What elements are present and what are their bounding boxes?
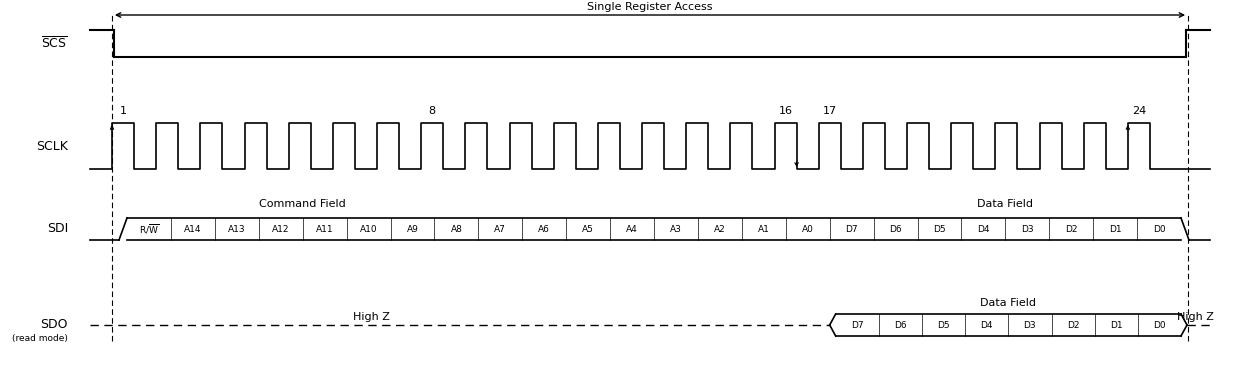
Text: D6: D6 (889, 224, 902, 234)
Text: D5: D5 (933, 224, 945, 234)
Text: D0: D0 (1153, 321, 1166, 329)
Text: A12: A12 (272, 224, 290, 234)
Text: A10: A10 (360, 224, 377, 234)
Text: (read mode): (read mode) (12, 335, 68, 344)
Text: D4: D4 (977, 224, 990, 234)
Text: R/$\overline{\rm W}$: R/$\overline{\rm W}$ (139, 223, 159, 236)
Text: Command Field: Command Field (259, 199, 346, 209)
Text: D1: D1 (1110, 321, 1122, 329)
Text: High Z: High Z (352, 312, 389, 322)
Text: SDI: SDI (47, 223, 68, 235)
Text: A14: A14 (184, 224, 202, 234)
Text: A9: A9 (407, 224, 418, 234)
Text: $\overline{\rm SCS}$: $\overline{\rm SCS}$ (41, 36, 68, 51)
Text: D0: D0 (1153, 224, 1166, 234)
Text: D7: D7 (851, 321, 863, 329)
Text: D4: D4 (980, 321, 993, 329)
Text: A2: A2 (714, 224, 725, 234)
Text: High Z: High Z (1177, 312, 1213, 322)
Text: SCLK: SCLK (36, 139, 68, 153)
Text: 16: 16 (779, 106, 792, 116)
Text: D6: D6 (894, 321, 907, 329)
Text: 8: 8 (429, 106, 435, 116)
Text: Data Field: Data Field (980, 298, 1036, 308)
Text: D2: D2 (1065, 224, 1077, 234)
Text: 17: 17 (822, 106, 837, 116)
Text: A8: A8 (450, 224, 463, 234)
Text: A3: A3 (671, 224, 682, 234)
Text: A5: A5 (582, 224, 595, 234)
Text: A13: A13 (228, 224, 245, 234)
Text: D3: D3 (1024, 321, 1036, 329)
Text: SDO: SDO (41, 318, 68, 332)
Text: D5: D5 (937, 321, 950, 329)
Text: D2: D2 (1067, 321, 1080, 329)
Text: A11: A11 (316, 224, 333, 234)
Text: A1: A1 (758, 224, 770, 234)
Text: Data Field: Data Field (978, 199, 1034, 209)
Text: A0: A0 (802, 224, 814, 234)
Text: D1: D1 (1108, 224, 1121, 234)
Text: A4: A4 (626, 224, 638, 234)
Text: D7: D7 (846, 224, 858, 234)
Text: Single Register Access: Single Register Access (587, 2, 713, 12)
Text: 1: 1 (119, 106, 127, 116)
Text: A7: A7 (494, 224, 506, 234)
Text: 24: 24 (1132, 106, 1146, 116)
Text: D3: D3 (1021, 224, 1034, 234)
Text: A6: A6 (539, 224, 550, 234)
